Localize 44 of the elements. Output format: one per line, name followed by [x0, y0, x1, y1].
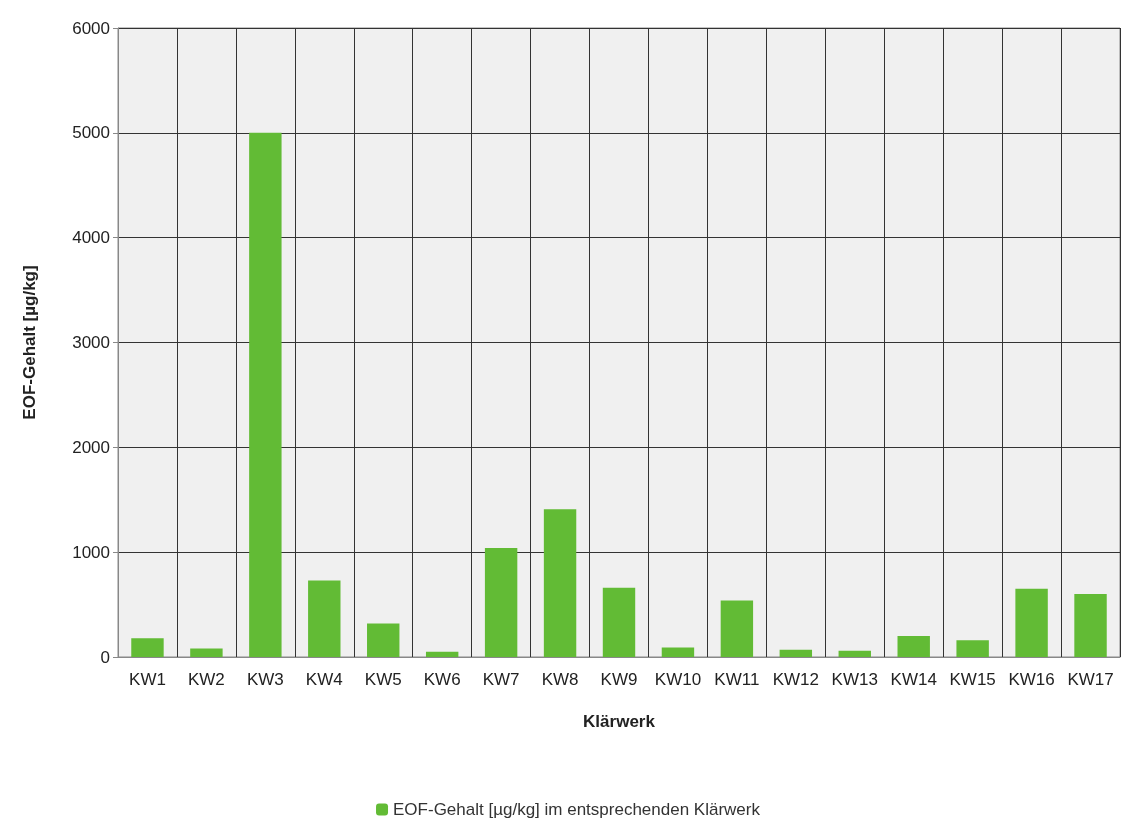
bar [602, 587, 636, 657]
x-axis-title: Klärwerk [583, 712, 656, 731]
y-axis-title: EOF-Gehalt [µg/kg] [20, 265, 39, 420]
x-tick-label: KW5 [364, 670, 402, 689]
x-tick-label: KW7 [482, 670, 520, 689]
y-tick-label: 3000 [72, 333, 110, 352]
bar [956, 640, 989, 657]
bar [1074, 594, 1107, 657]
bar [131, 638, 164, 657]
x-tick-label: KW10 [654, 670, 702, 689]
x-tick-label: KW11 [714, 670, 760, 689]
x-tick-label: KW4 [305, 670, 343, 689]
y-tick-label: 2000 [72, 437, 110, 457]
bar [838, 650, 871, 657]
x-tick-label: KW15 [949, 670, 996, 689]
legend-label: EOF-Gehalt [µg/kg] im entsprechenden Klärwerk [393, 800, 761, 819]
bar [249, 132, 282, 657]
bar [484, 547, 518, 657]
x-tick-label: KW3 [246, 670, 284, 689]
x-tick-label: KW2 [187, 670, 225, 689]
bar [367, 623, 400, 657]
bar [308, 580, 341, 657]
bar [190, 648, 223, 657]
y-tick-label: 1000 [72, 542, 110, 562]
x-tick-label: KW14 [890, 670, 937, 689]
bar [543, 509, 577, 657]
x-tick-label: KW8 [541, 670, 579, 689]
x-tick-label: KW6 [423, 670, 461, 689]
x-tick-label: KW16 [1008, 670, 1055, 689]
y-tick-label: 6000 [72, 18, 110, 38]
bar [661, 647, 695, 657]
bar [1015, 588, 1048, 657]
x-tick-label: KW9 [600, 670, 638, 689]
x-tick-label: KW1 [129, 670, 166, 689]
y-tick-label: 4000 [72, 228, 110, 248]
bar [720, 600, 754, 657]
y-tick-label: 0 [100, 647, 110, 667]
bar [779, 649, 813, 657]
bar [897, 636, 930, 657]
x-tick-label: KW12 [772, 670, 819, 689]
bar [425, 651, 459, 657]
x-tick-label: KW13 [831, 670, 878, 689]
x-tick-label: KW17 [1067, 670, 1114, 689]
y-tick-label: 5000 [72, 123, 110, 143]
